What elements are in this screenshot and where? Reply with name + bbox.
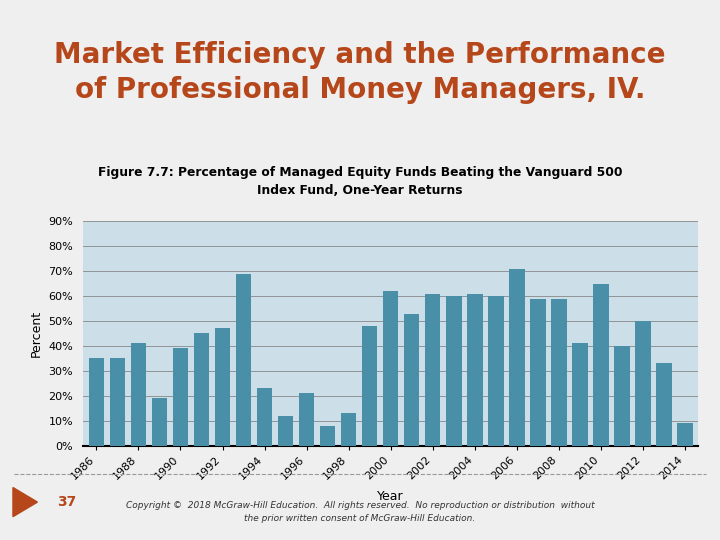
Bar bbox=[509, 269, 525, 446]
Bar bbox=[425, 294, 441, 446]
Bar bbox=[299, 393, 315, 446]
X-axis label: Year: Year bbox=[377, 490, 404, 503]
Bar bbox=[677, 423, 693, 446]
Bar bbox=[446, 296, 462, 446]
Text: Figure 7.7: Percentage of Managed Equity Funds Beating the Vanguard 500
Index Fu: Figure 7.7: Percentage of Managed Equity… bbox=[98, 166, 622, 197]
Bar bbox=[235, 274, 251, 446]
Text: 37: 37 bbox=[58, 495, 77, 509]
Bar bbox=[109, 359, 125, 445]
Text: Market Efficiency and the Performance
of Professional Money Managers, IV.: Market Efficiency and the Performance of… bbox=[54, 40, 666, 104]
Bar bbox=[320, 426, 336, 446]
Text: Copyright ©  2018 McGraw-Hill Education.  All rights reserved.  No reproduction : Copyright © 2018 McGraw-Hill Education. … bbox=[126, 501, 594, 523]
Bar bbox=[404, 314, 420, 445]
Bar bbox=[656, 363, 672, 446]
Bar bbox=[635, 321, 651, 446]
Bar bbox=[194, 333, 210, 446]
Bar bbox=[278, 416, 294, 446]
Bar bbox=[361, 326, 377, 445]
Bar bbox=[173, 348, 189, 446]
Bar bbox=[383, 291, 398, 446]
Bar bbox=[572, 343, 588, 446]
Y-axis label: Percent: Percent bbox=[30, 310, 42, 357]
Bar bbox=[487, 296, 503, 446]
Bar bbox=[341, 413, 356, 446]
Bar bbox=[614, 346, 629, 445]
Bar bbox=[130, 343, 146, 446]
Bar bbox=[152, 398, 167, 446]
Bar bbox=[551, 299, 567, 445]
Bar bbox=[467, 294, 482, 446]
Bar bbox=[593, 284, 608, 446]
Bar bbox=[256, 388, 272, 446]
Bar bbox=[530, 299, 546, 445]
Bar bbox=[215, 328, 230, 446]
Bar bbox=[89, 359, 104, 445]
Polygon shape bbox=[13, 488, 37, 517]
